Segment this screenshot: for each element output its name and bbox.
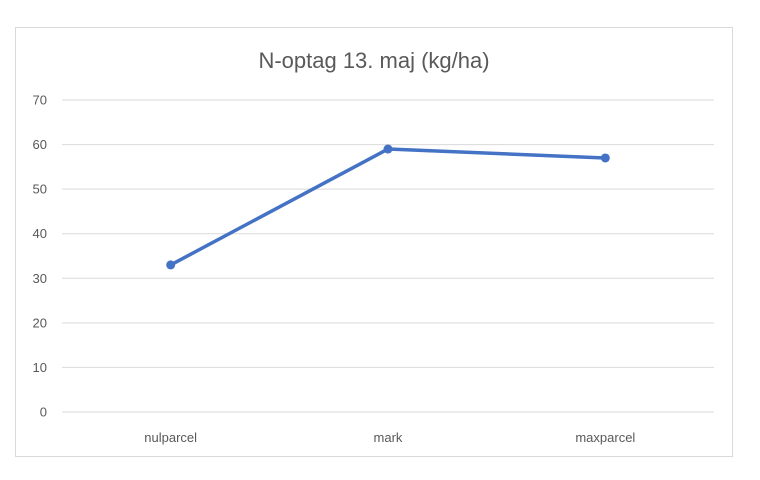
chart-frame — [15, 27, 733, 457]
series-line — [168, 147, 608, 267]
y-tick-label: 40 — [33, 226, 47, 241]
y-tick-label: 20 — [33, 315, 47, 330]
y-tick-label: 10 — [33, 360, 47, 375]
y-tick-label: 0 — [40, 405, 47, 420]
y-tick-label: 50 — [33, 182, 47, 197]
x-axis-ticks: nulparcel mark maxparcel — [144, 430, 635, 445]
y-axis-ticks: 0 10 20 30 40 50 60 70 — [33, 93, 47, 420]
x-tick-label-mark: mark — [374, 430, 403, 445]
chart-title: N-optag 13. maj (kg/ha) — [258, 48, 489, 73]
y-tick-label: 70 — [33, 93, 47, 108]
data-point-maxparcel — [600, 153, 610, 163]
y-tick-label: 60 — [33, 137, 47, 152]
x-tick-label-nulparcel: nulparcel — [144, 430, 197, 445]
data-point-mark — [383, 144, 393, 154]
series-layer — [166, 144, 610, 270]
x-tick-label-maxparcel: maxparcel — [575, 430, 635, 445]
gridlines — [62, 99, 714, 413]
y-tick-label: 30 — [33, 271, 47, 286]
data-point-nulparcel — [166, 260, 176, 270]
